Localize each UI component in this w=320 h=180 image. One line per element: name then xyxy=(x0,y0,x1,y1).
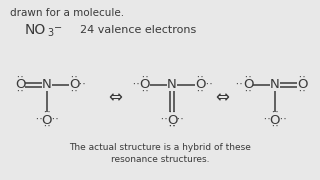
Text: ··: ·· xyxy=(140,73,150,82)
Text: ··: ·· xyxy=(234,80,244,89)
Text: ··: ·· xyxy=(42,123,52,132)
Text: O: O xyxy=(195,78,205,91)
Text: 3: 3 xyxy=(47,28,53,38)
Text: ⇔: ⇔ xyxy=(108,88,122,106)
Text: ··: ·· xyxy=(50,116,60,125)
Text: ··: ·· xyxy=(42,109,52,118)
Text: O: O xyxy=(15,78,25,91)
Text: ··: ·· xyxy=(175,116,185,125)
Text: N: N xyxy=(270,78,280,91)
Text: ··: ·· xyxy=(69,73,79,82)
Text: ··: ·· xyxy=(297,87,307,96)
Text: resonance structures.: resonance structures. xyxy=(111,156,209,165)
Text: ··: ·· xyxy=(167,123,177,132)
Text: ··: ·· xyxy=(167,123,177,132)
Text: ··: ·· xyxy=(140,87,150,96)
Text: ··: ·· xyxy=(244,73,252,82)
Text: ··: ·· xyxy=(297,73,307,82)
Text: −: − xyxy=(54,23,62,33)
Text: O: O xyxy=(140,78,150,91)
Text: ··: ·· xyxy=(34,116,44,125)
Text: ··: ·· xyxy=(278,116,288,125)
Text: N: N xyxy=(167,78,177,91)
Text: ··: ·· xyxy=(196,73,204,82)
Text: O: O xyxy=(243,78,253,91)
Text: ··: ·· xyxy=(15,87,25,96)
Text: ⇔: ⇔ xyxy=(215,88,229,106)
Text: ··: ·· xyxy=(204,80,214,89)
Text: ··: ·· xyxy=(270,109,280,118)
Text: ··: ·· xyxy=(167,109,177,118)
Text: NO: NO xyxy=(25,23,46,37)
Text: ··: ·· xyxy=(262,116,272,125)
Text: O: O xyxy=(167,114,177,127)
Text: O: O xyxy=(69,78,79,91)
Text: The actual structure is a hybrid of these: The actual structure is a hybrid of thes… xyxy=(69,143,251,152)
Text: ··: ·· xyxy=(270,123,280,132)
Text: ··: ·· xyxy=(159,116,169,125)
Text: ··: ·· xyxy=(15,73,25,82)
Text: O: O xyxy=(42,114,52,127)
Text: ··: ·· xyxy=(196,87,204,96)
Text: O: O xyxy=(297,78,307,91)
Text: ··: ·· xyxy=(77,80,87,89)
Text: O: O xyxy=(270,114,280,127)
Text: drawn for a molecule.: drawn for a molecule. xyxy=(10,8,124,18)
Text: ··: ·· xyxy=(244,87,252,96)
Text: ··: ·· xyxy=(132,80,140,89)
Text: 24 valence electrons: 24 valence electrons xyxy=(80,25,196,35)
Text: ··: ·· xyxy=(69,87,79,96)
Text: N: N xyxy=(42,78,52,91)
